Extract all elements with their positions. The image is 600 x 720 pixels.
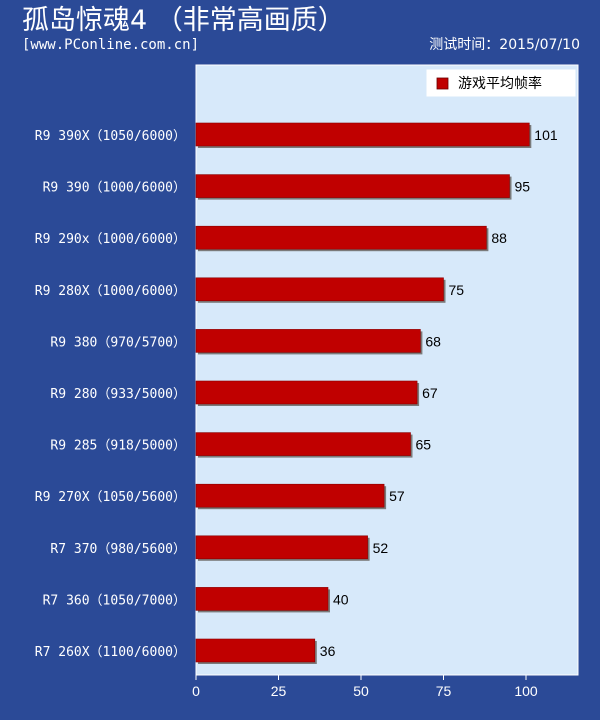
bar (195, 329, 421, 353)
legend-swatch (436, 77, 449, 90)
category-label: R9 390（1000/6000） (43, 181, 186, 196)
test-date: 测试时间：2015/07/10 (429, 37, 580, 53)
data-label: 36 (320, 643, 336, 659)
category-label: R9 280（933/5000） (50, 387, 186, 402)
bar (195, 432, 411, 456)
data-label: 101 (534, 127, 558, 143)
category-label: R9 280X（1000/6000） (35, 284, 186, 299)
data-label: 67 (422, 385, 438, 401)
category-label: R9 290x（1000/6000） (35, 232, 186, 247)
data-label: 40 (333, 591, 349, 607)
chart-title: 孤岛惊魂4 （非常高画质） (22, 5, 345, 36)
x-tick-label: 75 (436, 683, 452, 699)
x-tick-label: 25 (271, 683, 287, 699)
data-label: 75 (449, 282, 465, 298)
bar (195, 277, 444, 302)
x-tick-label: 0 (192, 683, 200, 699)
x-tick-label: 50 (353, 683, 369, 699)
data-label: 52 (373, 540, 389, 556)
bar (195, 638, 316, 663)
source-url: [www.PConline.com.cn] (22, 37, 200, 53)
category-label: R9 380（970/5700） (50, 335, 186, 350)
data-label: 68 (425, 333, 441, 349)
category-label: R7 370（980/5600） (50, 542, 186, 557)
data-label: 65 (416, 437, 432, 453)
bar (195, 174, 510, 198)
category-label: R7 260X（1100/6000） (35, 645, 186, 660)
category-label: R7 360（1050/7000） (43, 593, 186, 608)
legend: 游戏平均帧率 (426, 69, 576, 97)
x-tick-label: 100 (514, 683, 538, 699)
legend-label: 游戏平均帧率 (458, 75, 542, 92)
bar (195, 380, 418, 405)
bar (195, 122, 530, 147)
bar (195, 225, 487, 250)
category-label: R9 270X（1050/5600） (35, 490, 186, 505)
data-label: 57 (389, 488, 405, 504)
legend-box (426, 69, 576, 97)
bar (195, 587, 329, 611)
data-label: 95 (515, 179, 531, 195)
category-label: R9 285（918/5000） (50, 439, 186, 454)
bar (195, 535, 368, 560)
data-label: 88 (491, 230, 507, 246)
bar (195, 483, 385, 508)
plot-area (195, 64, 579, 676)
category-label: R9 390X（1050/6000） (35, 129, 186, 144)
